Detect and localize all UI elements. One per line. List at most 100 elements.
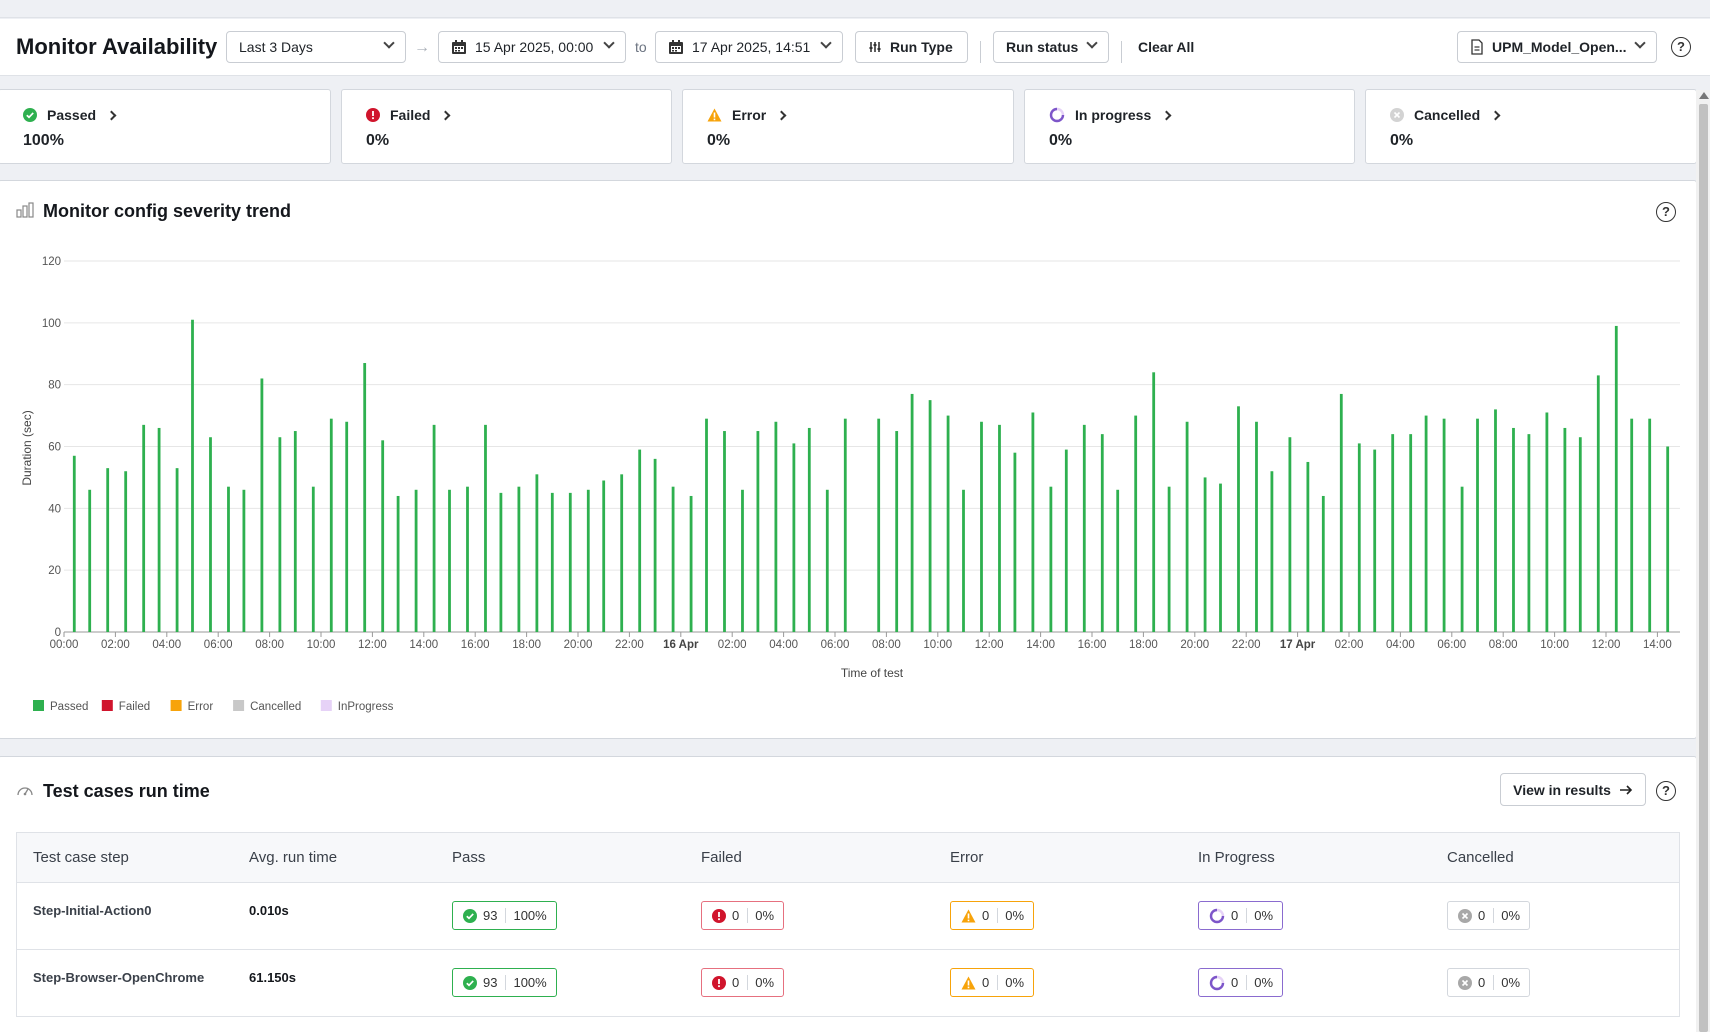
bar-passed[interactable] — [1442, 418, 1446, 632]
bar-passed[interactable] — [1321, 495, 1325, 632]
bar-passed[interactable] — [142, 424, 146, 632]
bar-passed[interactable] — [1152, 372, 1156, 632]
cancelled-card[interactable]: Cancelled 0% — [1365, 89, 1697, 164]
bar-passed[interactable] — [88, 489, 92, 632]
bar-passed[interactable] — [807, 427, 811, 632]
bar-passed[interactable] — [998, 424, 1001, 632]
in-progress-card[interactable]: In progress 0% — [1024, 89, 1355, 164]
clear-all-button[interactable]: Clear All — [1138, 39, 1195, 55]
bar-passed[interactable] — [1237, 406, 1240, 632]
cancelled-pill[interactable]: 0 0% — [1447, 901, 1531, 930]
in-progress-pill[interactable]: 0 0% — [1198, 968, 1284, 997]
bar-passed[interactable] — [517, 486, 521, 632]
error-pill[interactable]: 0 0% — [950, 901, 1035, 930]
bar-passed[interactable] — [741, 489, 744, 632]
bar-passed[interactable] — [1082, 424, 1086, 632]
bar-passed[interactable] — [1494, 409, 1497, 632]
bar-passed[interactable] — [586, 489, 590, 632]
legend-label[interactable]: Passed — [50, 701, 88, 713]
pass-pill[interactable]: 93 100% — [452, 968, 557, 997]
bar-passed[interactable] — [484, 424, 487, 632]
in-progress-pill[interactable]: 0 0% — [1198, 901, 1284, 930]
bar-passed[interactable] — [329, 418, 333, 632]
bar-passed[interactable] — [877, 418, 881, 632]
bar-passed[interactable] — [157, 427, 161, 632]
range-select[interactable]: Last 3 Days — [226, 31, 406, 63]
bar-passed[interactable] — [1476, 418, 1479, 632]
bar-passed[interactable] — [1306, 461, 1310, 632]
scroll-up-arrow[interactable] — [1699, 92, 1709, 99]
bar-passed[interactable] — [448, 489, 451, 632]
bar-passed[interactable] — [1424, 415, 1428, 632]
bar-passed[interactable] — [1339, 393, 1343, 632]
bar-passed[interactable] — [550, 492, 554, 632]
bar-passed[interactable] — [1064, 449, 1068, 632]
bar-passed[interactable] — [1100, 434, 1104, 632]
help-icon[interactable]: ? — [1656, 781, 1676, 801]
bar-passed[interactable] — [1203, 477, 1207, 632]
bar-passed[interactable] — [1512, 427, 1515, 632]
bar-passed[interactable] — [962, 489, 965, 632]
bar-passed[interactable] — [1031, 412, 1035, 632]
bar-passed[interactable] — [602, 480, 606, 632]
bar-passed[interactable] — [1614, 325, 1618, 632]
bar-passed[interactable] — [1630, 418, 1634, 632]
view-in-results-button[interactable]: View in results — [1500, 773, 1646, 806]
failed-pill[interactable]: 0 0% — [701, 968, 785, 997]
bar-passed[interactable] — [278, 437, 282, 632]
bar-passed[interactable] — [1666, 446, 1670, 633]
bar-passed[interactable] — [1648, 418, 1652, 632]
bar-passed[interactable] — [535, 474, 539, 632]
bar-passed[interactable] — [705, 418, 708, 632]
bar-passed[interactable] — [227, 486, 230, 632]
error-pill[interactable]: 0 0% — [950, 968, 1035, 997]
bar-passed[interactable] — [620, 474, 624, 632]
bar-passed[interactable] — [1373, 449, 1377, 632]
bar-passed[interactable] — [568, 492, 572, 632]
bar-passed[interactable] — [1357, 443, 1361, 632]
bar-passed[interactable] — [381, 440, 385, 632]
bar-passed[interactable] — [1255, 421, 1258, 632]
bar-passed[interactable] — [175, 468, 179, 632]
legend-label[interactable]: InProgress — [338, 701, 394, 713]
bar-passed[interactable] — [910, 393, 914, 632]
bar-passed[interactable] — [1596, 375, 1600, 632]
bar-passed[interactable] — [671, 486, 675, 632]
cancelled-pill[interactable]: 0 0% — [1447, 968, 1531, 997]
bar-passed[interactable] — [1134, 415, 1138, 632]
legend-label[interactable]: Cancelled — [250, 701, 301, 713]
bar-passed[interactable] — [774, 421, 778, 632]
bar-passed[interactable] — [1288, 437, 1292, 632]
bar-passed[interactable] — [1563, 427, 1567, 632]
bar-passed[interactable] — [825, 489, 829, 632]
bar-passed[interactable] — [1460, 486, 1464, 632]
bar-passed[interactable] — [242, 489, 246, 632]
scrollbar-thumb[interactable] — [1699, 104, 1708, 1032]
bar-passed[interactable] — [980, 421, 983, 632]
help-icon[interactable]: ? — [1671, 37, 1691, 57]
date-to-picker[interactable]: 17 Apr 2025, 14:51 — [655, 31, 843, 63]
bar-passed[interactable] — [689, 495, 693, 632]
bar-passed[interactable] — [946, 415, 950, 632]
pass-pill[interactable]: 93 100% — [452, 901, 557, 930]
bar-passed[interactable] — [723, 431, 726, 632]
bar-passed[interactable] — [311, 486, 315, 632]
passed-card[interactable]: Passed 100% — [0, 89, 331, 164]
bar-passed[interactable] — [124, 471, 128, 632]
bar-passed[interactable] — [499, 492, 503, 632]
bar-passed[interactable] — [1578, 437, 1582, 632]
bar-passed[interactable] — [414, 489, 418, 632]
bar-passed[interactable] — [260, 378, 264, 632]
help-icon[interactable]: ? — [1656, 202, 1676, 222]
bar-passed[interactable] — [1391, 434, 1395, 632]
bar-passed[interactable] — [1013, 452, 1017, 632]
failed-card[interactable]: Failed 0% — [341, 89, 672, 164]
bar-passed[interactable] — [432, 424, 436, 632]
run-type-button[interactable]: Run Type — [855, 31, 968, 63]
monitor-select[interactable]: UPM_Model_Open... — [1457, 31, 1657, 63]
bar-passed[interactable] — [843, 418, 847, 632]
bar-passed[interactable] — [1185, 421, 1189, 632]
bar-passed[interactable] — [1116, 489, 1120, 632]
bar-passed[interactable] — [191, 319, 194, 632]
failed-pill[interactable]: 0 0% — [701, 901, 785, 930]
